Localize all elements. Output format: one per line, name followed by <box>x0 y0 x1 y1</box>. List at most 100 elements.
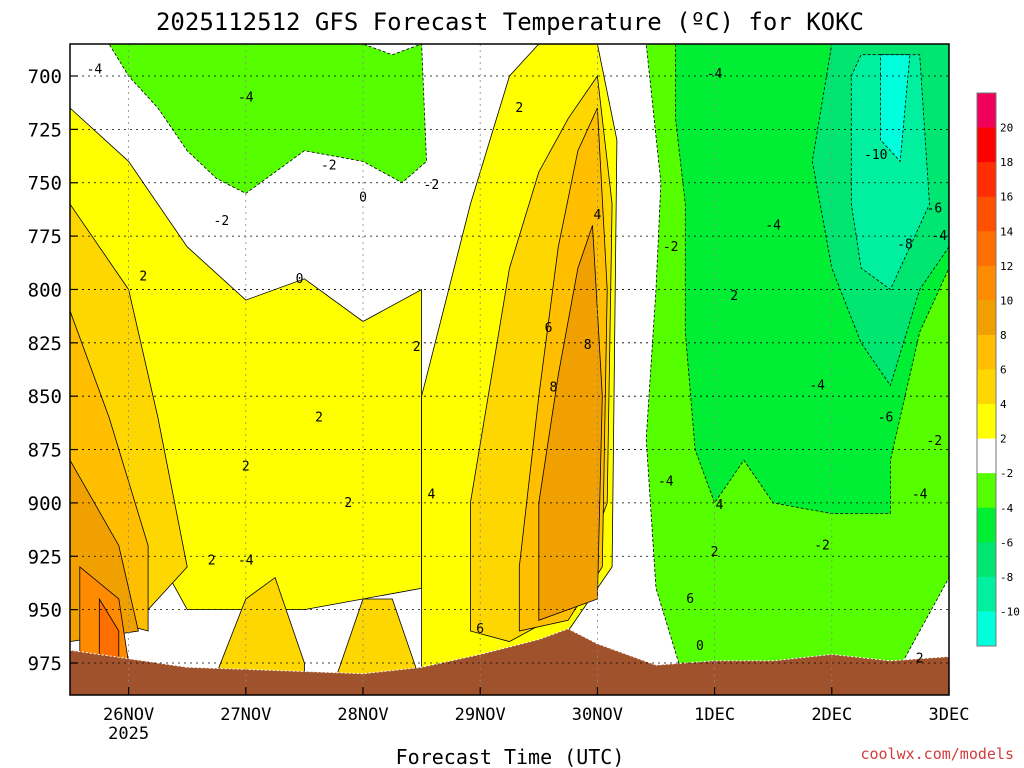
colorbar-swatch-15 <box>977 611 996 647</box>
y-tick-label-950: 950 <box>28 600 62 622</box>
colorbar-swatch-4 <box>977 231 996 267</box>
contour-label-20: 4 <box>593 208 601 223</box>
x-tick-label-2DEC: 2DEC <box>811 705 852 725</box>
colorbar-label-4: 12 <box>1000 260 1013 273</box>
contour-label-37: -2 <box>927 434 943 449</box>
contour-label-13: 2 <box>208 554 216 569</box>
contour-label-12: 2 <box>344 496 352 511</box>
colorbar-label-1: 18 <box>1000 156 1013 169</box>
contour-label-21: -2 <box>663 240 679 255</box>
colorbar-label-0: 20 <box>1000 122 1013 135</box>
y-tick-label-775: 775 <box>28 226 62 248</box>
contour-label-28: 6 <box>686 592 694 607</box>
contour-label-14: -4 <box>238 554 254 569</box>
colorbar-swatch-13 <box>977 542 996 578</box>
colorbar-swatch-11 <box>977 473 996 509</box>
y-tick-label-925: 925 <box>28 546 62 568</box>
colorbar-swatch-10 <box>977 438 996 474</box>
contour-label-19: 8 <box>584 338 592 353</box>
contour-label-24: 2 <box>730 289 738 304</box>
y-tick-label-800: 800 <box>28 279 62 301</box>
contour-label-16: 6 <box>476 622 484 637</box>
contour-label-9: 2 <box>515 101 523 116</box>
chart-title: 2025112512 GFS Forecast Temperature (ºC)… <box>156 8 864 36</box>
contour-label-17: 6 <box>545 321 553 336</box>
contour-label-34: -6 <box>927 201 943 216</box>
colorbar-swatch-14 <box>977 576 996 612</box>
colorbar-swatch-0 <box>977 93 996 129</box>
x-tick-label-1DEC: 1DEC <box>694 705 735 725</box>
y-tick-label-750: 750 <box>28 173 62 195</box>
y-tick-label-725: 725 <box>28 119 62 141</box>
contour-label-7: -2 <box>424 178 440 193</box>
contour-label-layer: 2 -4 -2 -4 0 -2 0 -2 2 2 2 2 2 2 -4 4 6 6 8 8 4 -2 -4 -4 2 -4 2 4 6 0… <box>87 63 948 667</box>
contour-label-30: -4 <box>809 379 825 394</box>
colorbar-frame <box>976 92 997 647</box>
contour-label-22: -4 <box>707 67 723 82</box>
y-tick-label-700: 700 <box>28 66 62 88</box>
contour-label-10: 2 <box>315 411 323 426</box>
colorbar-label-11: -4 <box>1000 502 1014 515</box>
x-tick-label-30NOV: 30NOV <box>572 705 623 725</box>
contour-label-39: 2 <box>916 652 924 667</box>
contour-label-27: 4 <box>716 498 724 513</box>
colorbar-swatch-1 <box>977 127 996 163</box>
colorbar-label-14: -10 <box>1000 605 1020 618</box>
colorbar-label-7: 6 <box>1000 364 1007 377</box>
y-tick-label-825: 825 <box>28 333 62 355</box>
colorbar-swatch-12 <box>977 507 996 543</box>
contour-label-18: 8 <box>550 381 558 396</box>
contour-label-2: -2 <box>214 214 230 229</box>
y-axis: 700 725 750 775 800 825 850 875 900 925 950 975 <box>28 66 78 675</box>
contour-label-33: -8 <box>897 238 913 253</box>
colorbar-label-6: 8 <box>1000 329 1007 342</box>
colorbar-label-10: -2 <box>1000 467 1013 480</box>
colorbar-swatch-7 <box>977 334 996 370</box>
colorbar-label-3: 14 <box>1000 225 1014 238</box>
temperature-fill-layer <box>70 44 949 685</box>
x-tick-label-3DEC: 3DEC <box>929 705 970 725</box>
colorbar-label-5: 10 <box>1000 294 1013 307</box>
colorbar-label-12: -6 <box>1000 536 1013 549</box>
x-tick-label-28NOV: 28NOV <box>337 705 388 725</box>
colorbar-label-8: 4 <box>1000 398 1007 411</box>
contour-label-25: -4 <box>765 218 781 233</box>
colorbar-label-2: 16 <box>1000 191 1013 204</box>
temperature-region-17 <box>850 54 930 291</box>
contour-label-32: -10 <box>864 148 887 163</box>
contour-label-4: 0 <box>296 272 304 287</box>
temperature-region-18 <box>880 54 911 163</box>
credit-text: coolwx.com/models <box>860 745 1014 763</box>
colorbar-swatch-5 <box>977 265 996 301</box>
x-tick-label-29NOV: 29NOV <box>455 705 506 725</box>
y-tick-label-850: 850 <box>28 386 62 408</box>
grid-layer <box>70 44 949 695</box>
contour-label-36: -6 <box>878 411 894 426</box>
contour-label-0: 2 <box>139 270 147 285</box>
x-tick-label-27NOV: 27NOV <box>220 705 271 725</box>
contour-label-11: 2 <box>242 460 250 475</box>
contour-label-38: -4 <box>912 487 928 502</box>
colorbar-swatch-8 <box>977 369 996 405</box>
colorbar-swatch-9 <box>977 404 996 440</box>
contour-label-29: 0 <box>696 639 704 654</box>
y-tick-label-975: 975 <box>28 653 62 675</box>
x-tick-sublabel-26NOV: 2025 <box>108 724 149 744</box>
x-tick-label-26NOV: 26NOV <box>103 705 154 725</box>
contour-label-6: 0 <box>359 191 367 206</box>
y-tick-label-900: 900 <box>28 493 62 515</box>
contour-label-23: -4 <box>658 475 674 490</box>
colorbar-swatch-2 <box>977 162 996 198</box>
colorbar-swatch-3 <box>977 196 996 232</box>
terrain-layer <box>70 628 949 695</box>
contour-label-8: 2 <box>413 340 421 355</box>
colorbar-label-13: -8 <box>1000 571 1013 584</box>
plot-frame <box>69 43 950 696</box>
terrain-fill <box>70 628 949 695</box>
y-tick-label-875: 875 <box>28 440 62 462</box>
x-axis-label: Forecast Time (UTC) <box>396 745 625 768</box>
contour-label-3: -4 <box>238 90 254 105</box>
colorbar-swatch-6 <box>977 300 996 336</box>
